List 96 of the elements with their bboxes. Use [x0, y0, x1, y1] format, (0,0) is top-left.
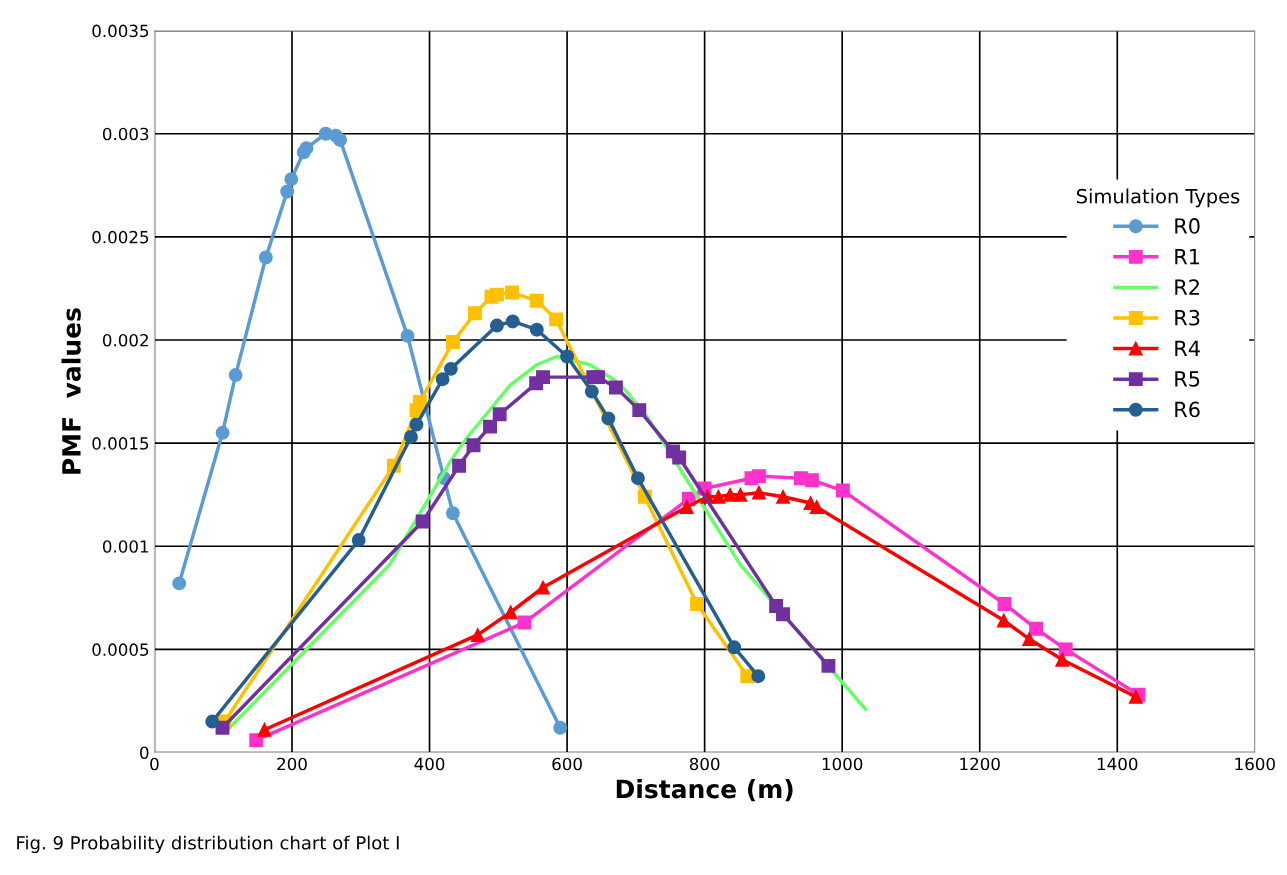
point [529, 293, 544, 308]
point [536, 370, 550, 385]
point [489, 287, 504, 302]
point [415, 514, 430, 529]
x-tick-label: 1000 [822, 757, 863, 771]
point [443, 361, 458, 376]
point [284, 172, 299, 187]
point [409, 417, 424, 432]
point [1055, 652, 1070, 667]
point [483, 419, 498, 434]
point [249, 733, 264, 748]
y-tick-label: 0 [140, 746, 149, 760]
point [608, 380, 623, 395]
point [672, 450, 687, 465]
point [679, 500, 694, 515]
x-axis-title: Distance (m) [616, 779, 793, 802]
legend-label: R5 [1175, 371, 1200, 387]
point [517, 615, 532, 630]
point [505, 285, 520, 300]
point [809, 500, 824, 515]
point [553, 720, 568, 735]
point [549, 312, 564, 327]
point [228, 368, 243, 383]
point [690, 597, 705, 611]
point [505, 314, 520, 329]
point [711, 489, 726, 504]
legend-label: R6 [1175, 401, 1200, 418]
legend-label: R2 [1175, 279, 1199, 295]
x-tick-label: 1400 [1097, 757, 1138, 771]
point [821, 658, 836, 673]
point [752, 485, 766, 500]
point [776, 607, 790, 622]
point [299, 141, 314, 156]
point [333, 132, 348, 147]
point [727, 640, 742, 655]
y-tick-label: 0.002 [102, 333, 148, 347]
point [536, 580, 550, 595]
point [1022, 632, 1037, 647]
point [445, 335, 460, 350]
point [630, 471, 645, 486]
x-tick-label: 600 [552, 757, 582, 771]
y-tick-label: 0.003 [102, 127, 149, 141]
point [560, 349, 575, 364]
y-axis-title: PMF values [61, 308, 81, 474]
point [733, 487, 748, 502]
x-tick-label: 200 [277, 757, 307, 771]
point [445, 506, 460, 521]
point [205, 714, 220, 729]
point [601, 411, 616, 426]
point [996, 613, 1011, 628]
point [1058, 642, 1073, 657]
point [257, 722, 272, 737]
legend-label: R3 [1175, 309, 1200, 326]
point [752, 469, 766, 484]
point [215, 425, 230, 440]
point [835, 483, 850, 498]
point [412, 394, 427, 409]
y-tick-label: 0.0005 [92, 643, 149, 656]
point [503, 605, 518, 620]
point [776, 489, 790, 504]
point [280, 184, 295, 199]
point [751, 669, 766, 684]
x-tick-label: 1600 [1235, 757, 1275, 771]
point [723, 487, 738, 502]
point [400, 328, 415, 343]
point [404, 429, 418, 444]
point [584, 384, 599, 399]
point [1029, 621, 1044, 636]
point [435, 372, 450, 387]
point [351, 533, 366, 548]
y-tick-label: 0.001 [102, 540, 149, 553]
point [529, 322, 544, 337]
point [489, 318, 504, 333]
point [467, 306, 482, 321]
point [591, 370, 605, 385]
point [466, 438, 481, 453]
legend-label: R4 [1175, 340, 1200, 356]
legend-label: R0 [1175, 218, 1200, 234]
point [470, 627, 485, 642]
x-tick-label: 0 [150, 757, 159, 771]
y-tick-label: 0.0015 [92, 437, 149, 450]
x-tick-label: 1200 [960, 757, 1000, 771]
x-tick-label: 800 [689, 757, 720, 771]
y-tick-label: 0.0025 [92, 230, 149, 244]
point [492, 407, 507, 422]
caption: Fig. 9 Probability distribution chart of Plot I [17, 835, 399, 854]
point [258, 250, 273, 265]
point [632, 403, 647, 418]
point [804, 473, 819, 488]
point [172, 576, 187, 591]
legend-title: Simulation Types [1076, 188, 1240, 208]
x-tick-label: 400 [414, 757, 445, 771]
legend-label: R1 [1175, 248, 1200, 265]
point [997, 597, 1012, 611]
point [452, 458, 467, 473]
y-tick-label: 0.0035 [92, 24, 149, 38]
